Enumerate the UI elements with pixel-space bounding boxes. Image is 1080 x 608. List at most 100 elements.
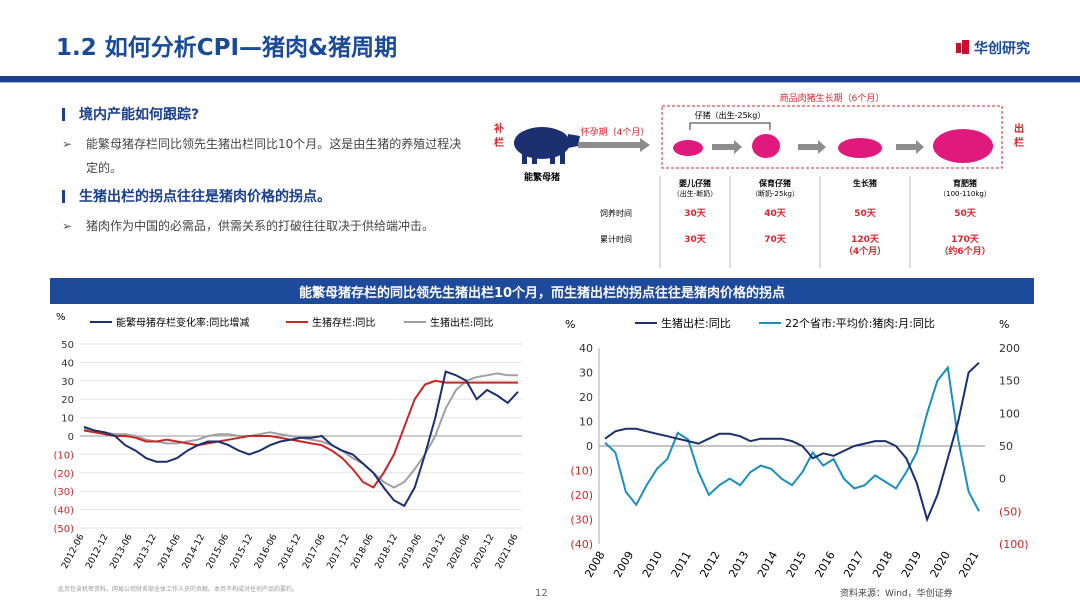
bullet-point: ➢ 猪肉作为中国的必需品，供需关系的打破往往取决于供给端冲击。	[62, 214, 472, 238]
x-tick-label: 2014-12	[181, 533, 207, 571]
restock-char: 栏	[494, 136, 504, 149]
y-tick-label: (10)	[53, 450, 74, 461]
x-tick-label: 2012	[697, 549, 722, 580]
stage-sub: （100-110kg）	[939, 190, 991, 198]
bullet-heading: 生猪出栏的拐点往往是猪肉价格的拐点。	[62, 186, 472, 206]
y-tick-label-right: (100)	[999, 538, 1029, 551]
y-tick-label-right: 100	[999, 407, 1020, 420]
row-label-feed: 饲养时间	[600, 208, 632, 218]
legend-label: 能繁母猪存栏变化率:同比增减	[116, 316, 249, 329]
x-tick-label: 2011	[669, 549, 694, 580]
stage-arrow	[712, 140, 742, 154]
y-tick-label-right: 50	[999, 440, 1013, 453]
y-tick-label: 30	[61, 377, 74, 388]
legend-label: 22个省市:平均价:猪肉:月:同比	[785, 316, 935, 330]
x-tick-label: 2009	[611, 549, 636, 580]
cumulative-days: 30天	[684, 234, 707, 245]
x-tick-label: 2016-06	[253, 532, 280, 570]
y-axis-unit: %	[565, 318, 575, 331]
y-tick-label-right: 200	[999, 342, 1020, 355]
y-tick-label: (30)	[53, 487, 74, 498]
brand-logo: 华创研究	[956, 38, 1030, 58]
cycle-title: 商品肉猪生长期（6个月）	[780, 92, 885, 104]
y-tick-label: 0	[586, 440, 593, 453]
sow-icon	[514, 127, 580, 164]
series-line	[604, 361, 980, 523]
x-tick-label: 2013-06	[108, 532, 135, 570]
x-tick-label: 2020	[928, 549, 953, 580]
series-line	[604, 365, 980, 512]
stage-sub: （出生-断奶）	[673, 189, 718, 198]
x-tick-label: 2010	[640, 549, 665, 580]
x-tick-label: 2012-12	[84, 533, 110, 571]
arrow-icon: ➢	[62, 137, 73, 151]
x-tick-label: 2017-06	[301, 532, 328, 570]
cumulative-days: 70天	[764, 234, 787, 245]
pig-growth-diagram: 能繁母猪 怀孕期（4个月） 商品肉猪生长期（6个月） 仔猪（出生-25kg） 婴…	[493, 92, 1024, 268]
legend-label: 生猪存栏:同比	[312, 316, 375, 329]
y-tick-label-right: 150	[999, 375, 1020, 388]
y-tick-label: (30)	[570, 514, 593, 527]
gestation-arrow	[578, 138, 650, 152]
y-tick-label: (20)	[570, 489, 593, 502]
bullet-heading: 境内产能如何跟踪?	[62, 104, 472, 124]
y-tick-label: 0	[68, 432, 74, 443]
x-tick-label: 2013	[726, 549, 751, 580]
x-tick-label: 2015-12	[229, 533, 255, 571]
stage-name: 生长猪	[853, 178, 877, 188]
y-axis-unit: %	[56, 312, 66, 323]
stage-name: 育肥猪	[953, 178, 977, 188]
x-tick-label: 2008	[582, 549, 607, 580]
cumulative-days: 170天	[951, 234, 980, 245]
feed-days: 30天	[684, 208, 707, 219]
disclaimer: 此页包含机密资料。网易公司财务部全体工作人员的贡献。本页不构成对任何产品的要约。	[58, 586, 299, 593]
x-tick-label: 2013-12	[132, 533, 158, 571]
cycle-box	[661, 105, 1003, 169]
series-line	[83, 379, 518, 489]
sow-inventory-chart: % 能繁母猪存栏变化率:同比增减 生猪存栏:同比 生猪出栏:同比 50 40 30 20 10 0…	[53, 312, 522, 571]
x-tick-label: 2018-12	[374, 533, 400, 571]
stage-columns: 婴儿仔猪（出生-断奶） 30天 30天 保育仔猪（断奶-25kg） 40天 70天 生长猪 5…	[673, 178, 991, 257]
stage-arrow	[896, 140, 924, 154]
x-tick-label: 2016	[812, 549, 837, 580]
feed-days: 40天	[764, 208, 787, 219]
sow-label: 能繁母猪	[524, 171, 560, 183]
y-tick-label: 10	[61, 414, 74, 425]
gestation-label: 怀孕期（4个月）	[581, 126, 650, 138]
x-tick-label: 2018	[870, 549, 895, 580]
bullet-point: ➢ 能繁母猪存栏同比领先生猪出栏同比10个月。这是由生猪的养殖过程决定的。	[62, 132, 472, 180]
cumulative-months: （约6个月）	[939, 245, 990, 257]
cumulative-days: 120天	[851, 234, 880, 245]
logo-text: 华创研究	[974, 41, 1030, 57]
stage-arrow	[798, 140, 826, 154]
x-tick-label: 2020-12	[470, 533, 496, 571]
x-tick-label: 2017-12	[325, 533, 351, 571]
y-tick-label-right: 0	[999, 473, 1006, 486]
logo-icon	[956, 40, 970, 56]
pig-icon	[673, 129, 993, 163]
piglet-bracket	[689, 122, 771, 130]
feed-days: 50天	[854, 208, 877, 219]
x-tick-label: 2019-12	[422, 533, 448, 571]
legend-label: 生猪出栏:同比	[661, 316, 731, 330]
stage-sub: （断奶-25kg）	[751, 189, 799, 198]
source-note: 资料来源：Wind，华创证券	[840, 589, 953, 599]
row-label-cumulative: 累计时间	[600, 234, 632, 244]
stage-name: 保育仔猪	[758, 178, 791, 188]
x-tick-label: 2014-06	[157, 532, 184, 570]
hog-price-chart: % %生猪出栏:同比 22个省市:平均价:猪肉:月:同比403020100(10)(…	[565, 316, 1029, 580]
x-tick-label: 2019-06	[398, 532, 425, 570]
y-axis-unit-right: %	[999, 318, 1009, 331]
y-tick-label-right: (50)	[999, 505, 1022, 518]
x-tick-label: 2019	[899, 549, 924, 580]
x-tick-label: 2021	[956, 549, 981, 580]
cumulative-months: （4个月）	[844, 245, 886, 257]
x-tick-label: 2018-06	[349, 532, 376, 570]
restock-char: 补	[493, 122, 504, 135]
legend-label: 生猪出栏:同比	[430, 316, 493, 329]
stage-table	[659, 176, 911, 268]
series-line	[83, 372, 518, 489]
x-tick-label: 2017	[841, 549, 866, 580]
y-tick-label: 10	[579, 416, 593, 429]
stage-name: 婴儿仔猪	[679, 178, 711, 188]
